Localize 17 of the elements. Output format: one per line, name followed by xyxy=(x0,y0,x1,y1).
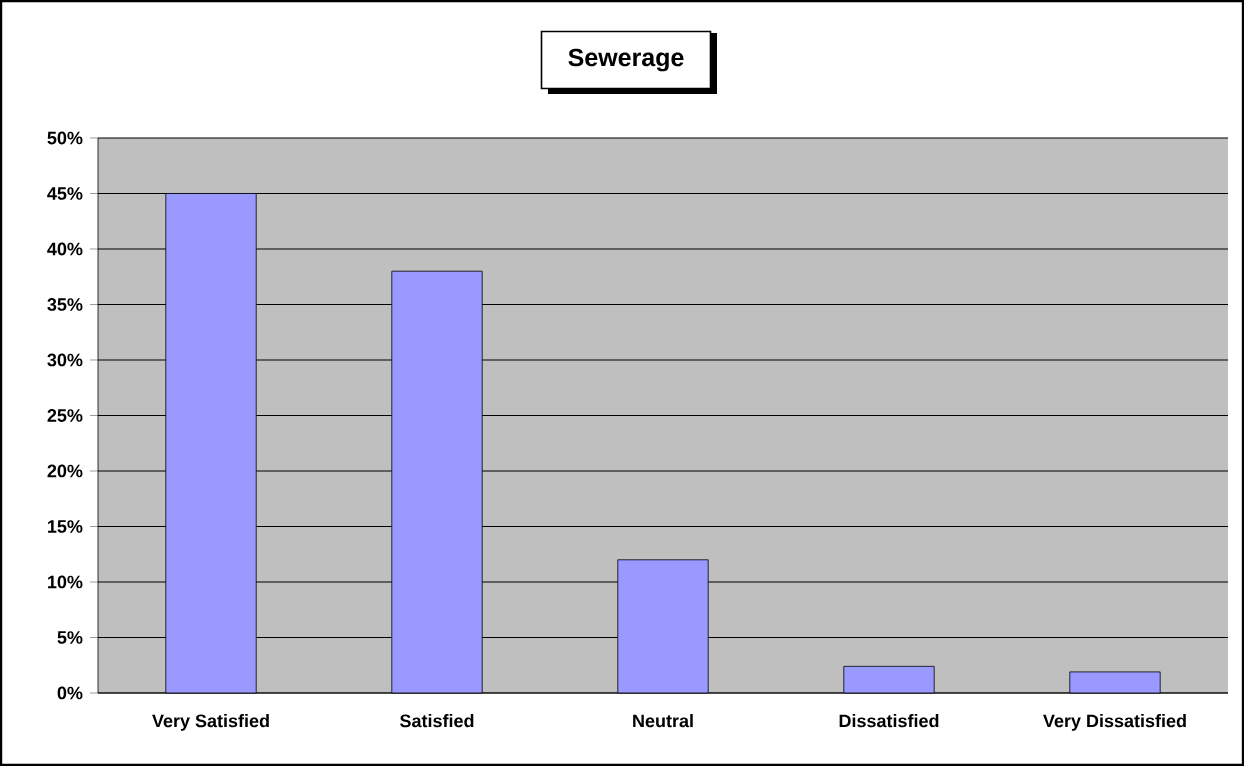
y-tick-label: 10% xyxy=(48,575,83,589)
y-tick-label: 15% xyxy=(48,520,83,533)
y-tick-label: 5% xyxy=(57,631,83,644)
x-tick-label: Dissatisfied xyxy=(839,714,939,728)
chart-title: Sewerage xyxy=(568,48,684,72)
x-tick-label: Very Satisfied xyxy=(152,714,269,731)
y-tick-label: 45% xyxy=(47,187,83,200)
y-tick-label: 30% xyxy=(47,353,83,367)
x-tick-label: Satisfied xyxy=(400,714,474,728)
y-tick-label: 20% xyxy=(47,464,83,478)
y-tick-label: 0% xyxy=(57,686,83,700)
y-tick-label: 40% xyxy=(47,242,83,256)
x-tick-label: Neutral xyxy=(633,714,693,728)
y-tick-label: 35% xyxy=(47,298,83,311)
y-tick-label: 50% xyxy=(47,131,83,145)
x-tick-label: Very Dissatisfied xyxy=(1043,714,1186,731)
y-tick-label: 25% xyxy=(47,409,83,422)
